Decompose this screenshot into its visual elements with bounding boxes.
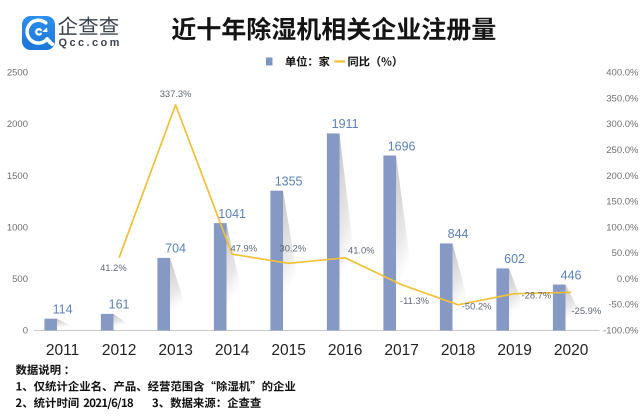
svg-text:2018: 2018 — [441, 342, 475, 359]
svg-text:2000: 2000 — [7, 119, 28, 130]
svg-text:41.0%: 41.0% — [348, 245, 375, 256]
svg-text:-11.3%: -11.3% — [400, 295, 429, 306]
svg-text:1696: 1696 — [388, 139, 416, 153]
svg-text:250.0%: 250.0% — [606, 145, 639, 156]
svg-text:0: 0 — [23, 326, 28, 337]
svg-text:2500: 2500 — [7, 68, 28, 79]
svg-text:446: 446 — [561, 268, 582, 282]
svg-text:1911: 1911 — [332, 117, 359, 131]
svg-text:50.0%: 50.0% — [612, 248, 639, 259]
svg-text:150.0%: 150.0% — [606, 197, 639, 208]
svg-text:2020: 2020 — [554, 342, 589, 359]
svg-text:-25.9%: -25.9% — [572, 305, 602, 316]
svg-text:1041: 1041 — [218, 207, 246, 221]
svg-text:47.9%: 47.9% — [231, 243, 258, 254]
svg-text:337.3%: 337.3% — [160, 88, 192, 99]
svg-text:2013: 2013 — [158, 342, 192, 359]
svg-text:1500: 1500 — [7, 171, 28, 182]
svg-text:2016: 2016 — [328, 342, 362, 359]
svg-text:500: 500 — [12, 274, 28, 285]
svg-text:2014: 2014 — [215, 342, 250, 359]
svg-text:114: 114 — [53, 303, 73, 317]
svg-text:2015: 2015 — [271, 342, 305, 359]
svg-text:2017: 2017 — [384, 342, 418, 359]
svg-text:1355: 1355 — [275, 175, 303, 189]
svg-text:200.0%: 200.0% — [606, 171, 639, 182]
svg-text:100.0%: 100.0% — [606, 222, 639, 233]
svg-text:1000: 1000 — [7, 222, 28, 233]
svg-text:-50.2%: -50.2% — [462, 300, 492, 311]
svg-text:350.0%: 350.0% — [606, 93, 639, 104]
svg-text:2011: 2011 — [46, 342, 79, 359]
svg-text:2019: 2019 — [497, 342, 531, 359]
svg-text:704: 704 — [165, 242, 186, 256]
svg-text:30.2%: 30.2% — [280, 243, 307, 254]
svg-text:161: 161 — [109, 298, 130, 312]
svg-text:300.0%: 300.0% — [606, 119, 639, 130]
svg-text:844: 844 — [448, 227, 469, 241]
svg-text:-100.0%: -100.0% — [603, 326, 639, 337]
svg-text:0.0%: 0.0% — [617, 274, 639, 285]
svg-text:-28.7%: -28.7% — [522, 289, 552, 300]
svg-text:41.2%: 41.2% — [100, 262, 127, 273]
svg-text:400.0%: 400.0% — [606, 68, 639, 79]
svg-text:Qcc.com: Qcc.com — [59, 37, 122, 49]
svg-text:602: 602 — [504, 252, 525, 266]
svg-text:2012: 2012 — [102, 342, 136, 359]
svg-text:-50.0%: -50.0% — [608, 300, 639, 311]
